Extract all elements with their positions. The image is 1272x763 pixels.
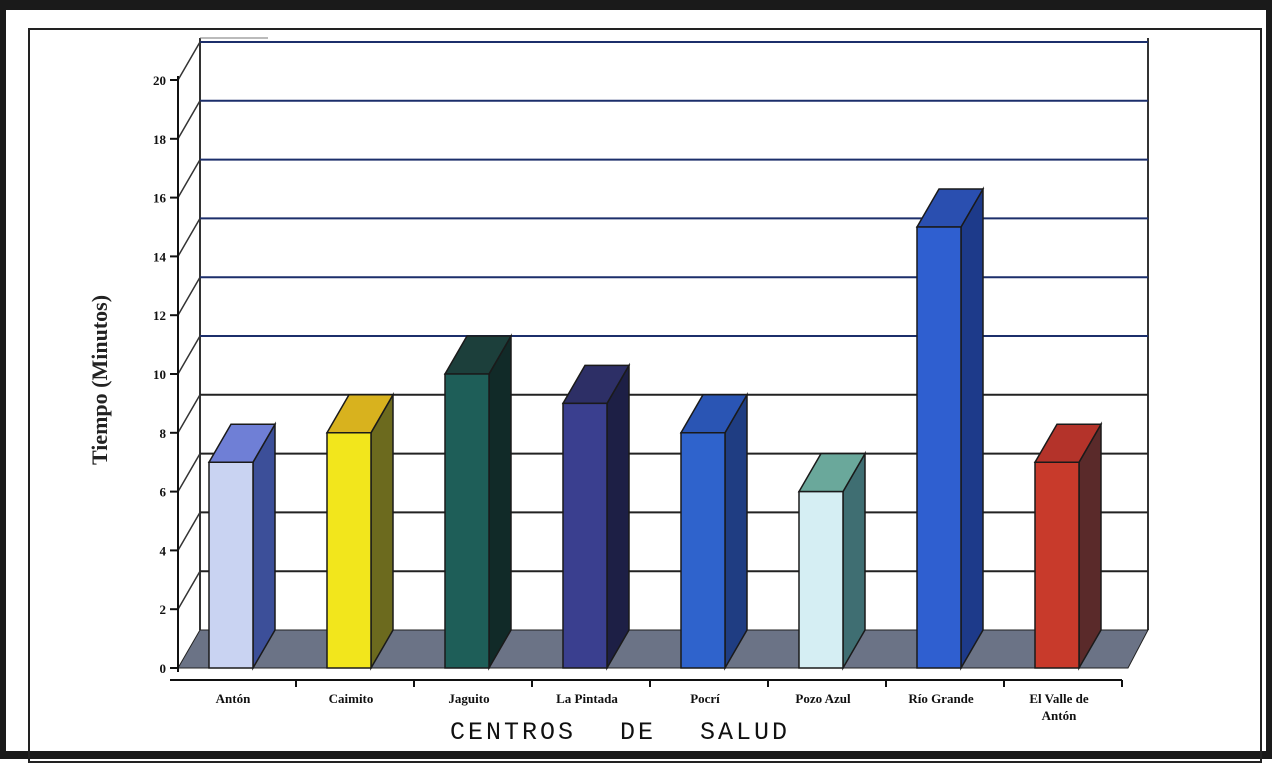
bar-3: [443, 333, 513, 671]
y-tick-label: 16: [153, 191, 167, 206]
bar-1: [207, 421, 277, 671]
bar-5: [679, 392, 749, 671]
x-tick-label: La Pintada: [556, 691, 618, 706]
bar-front-face: [326, 432, 372, 669]
y-axis-label: Tiempo (Minutos): [87, 294, 112, 466]
bar-side-face: [724, 392, 748, 671]
bar-side-face: [960, 186, 984, 671]
bar-side-face: [488, 333, 512, 671]
x-tick-label: Pocrí: [690, 691, 720, 706]
bar-front-face: [562, 402, 608, 669]
x-tick-label: Antón: [1042, 708, 1077, 723]
y-tick-label: 20: [153, 73, 166, 88]
chart-floor: [177, 629, 1149, 669]
bar-2: [325, 392, 395, 671]
y-tick-label: 12: [153, 308, 166, 323]
gridline-side-12: [177, 276, 201, 316]
x-tick-label: Caimito: [329, 691, 374, 706]
bar-front-face: [798, 490, 844, 669]
gridline-side-10: [177, 335, 201, 375]
x-tick-label: Pozo Azul: [795, 691, 851, 706]
x-tick-label: El Valle de: [1029, 691, 1088, 706]
bar-front-face: [916, 226, 962, 669]
y-tick-label: 10: [153, 367, 166, 382]
bar-8: [1033, 421, 1103, 671]
bar-side-face: [606, 362, 630, 671]
x-tick-label: Jaguito: [448, 691, 489, 706]
gridline-side-4: [177, 512, 201, 551]
y-tick-label: 18: [153, 132, 167, 147]
bar-front-face: [208, 461, 254, 669]
bar-side-face: [370, 392, 394, 671]
gridline-side-2: [177, 570, 201, 610]
bar-4: [561, 362, 631, 671]
bar-6: [797, 450, 867, 671]
bar-front-face: [680, 432, 726, 669]
bar-side-face: [252, 421, 276, 671]
y-tick-label: 14: [153, 249, 167, 264]
y-tick-label: 4: [160, 543, 167, 558]
gridline-side-20: [177, 41, 201, 81]
y-tick-label: 6: [160, 485, 167, 500]
y-tick-label: 8: [160, 426, 167, 441]
x-axis-label: CENTROS DE SALUD: [449, 718, 791, 747]
y-tick-label: 0: [160, 661, 167, 676]
bar-front-face: [1034, 461, 1080, 669]
gridline-side-18: [177, 100, 201, 140]
gridline-side-8: [177, 394, 201, 434]
bar-side-face: [1078, 421, 1102, 671]
gridline-side-14: [177, 218, 201, 257]
bar-front-face: [444, 373, 490, 669]
gridline-side-16: [177, 159, 201, 198]
y-tick-label: 2: [160, 602, 167, 617]
gridline-side-6: [177, 453, 201, 492]
bar-7: [915, 186, 985, 671]
x-tick-label: Río Grande: [908, 691, 974, 706]
x-tick-label: Antón: [216, 691, 251, 706]
